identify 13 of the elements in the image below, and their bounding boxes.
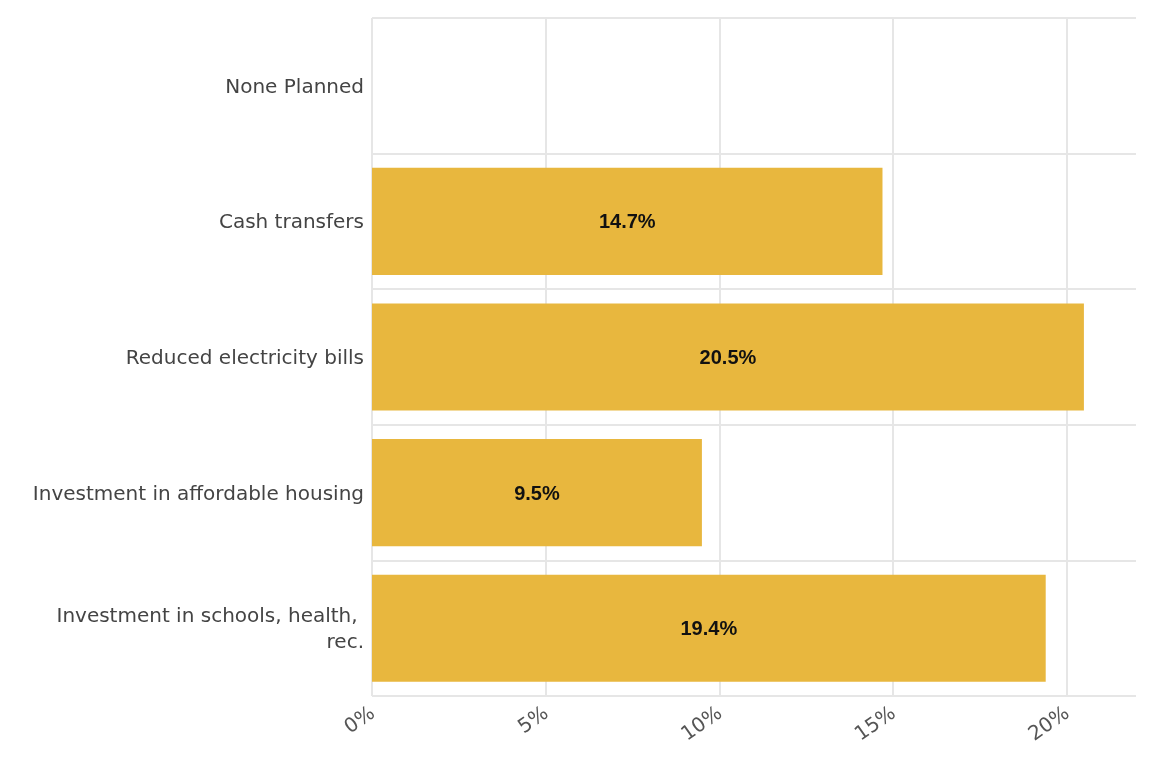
data-label: 14.7%: [598, 210, 656, 233]
x-tick-label: 15%: [849, 700, 900, 746]
x-tick-label: 0%: [339, 700, 379, 739]
data-label: 9.5%: [514, 481, 560, 504]
y-tick-label: None Planned: [225, 73, 364, 98]
y-tick-label: Cash transfers: [218, 209, 364, 234]
data-label: 19.4%: [680, 617, 738, 640]
y-tick-label: Reduced electricity bills: [125, 345, 364, 369]
y-tick-label: Investment in affordable housing: [32, 480, 364, 505]
data-label: 20.5%: [699, 346, 757, 368]
x-tick-label: 10%: [675, 700, 727, 746]
y-tick-label: Investment in schools, health, rec.: [56, 603, 364, 654]
x-tick-label: 5%: [512, 700, 553, 739]
